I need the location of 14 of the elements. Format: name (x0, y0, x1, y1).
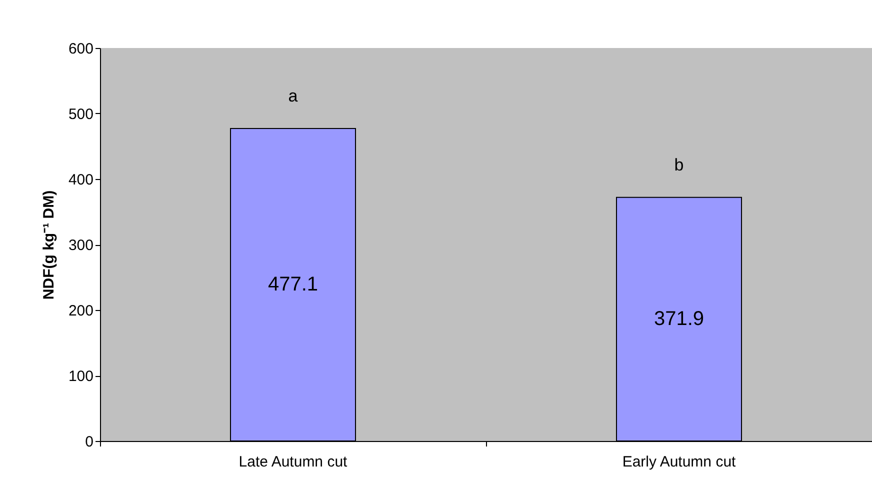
x-tick-label: Late Autumn cut (238, 454, 348, 470)
data-label: 477.1 (268, 274, 318, 296)
y-tick-label: 400 (68, 172, 94, 188)
y-tick-label: 300 (68, 237, 94, 254)
y-tick-label: 200 (68, 302, 94, 320)
y-tick-label: 0 (85, 434, 94, 450)
y-tick-label: 500 (68, 106, 94, 123)
y-tick-label: 600 (68, 40, 94, 58)
data-label: 371.9 (654, 308, 704, 330)
annotation: b (674, 155, 684, 174)
y-axis-title: NDF(g kg⁻¹ DM) (40, 190, 58, 300)
x-tick-label: Early Autumn cut (622, 454, 737, 470)
annotation: a (288, 86, 298, 106)
y-tick-label: 100 (68, 368, 94, 385)
